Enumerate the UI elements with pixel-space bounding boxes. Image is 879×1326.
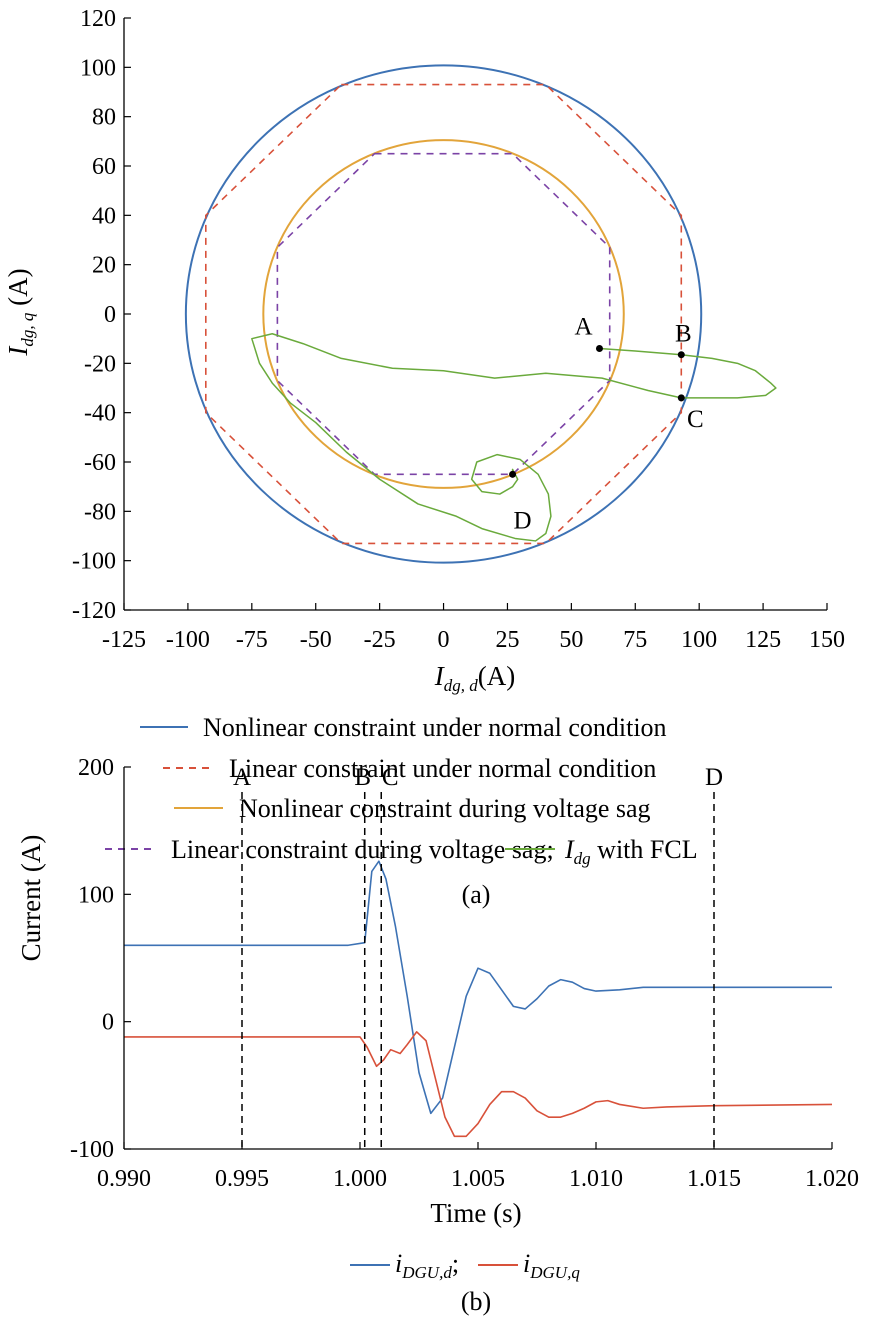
b-series-2 bbox=[124, 1031, 833, 1138]
b-xtick-label: 1.020 bbox=[805, 1166, 859, 1192]
a-ytick-label: 0 bbox=[104, 302, 116, 328]
a-xtick-label: -125 bbox=[102, 627, 146, 653]
a-xtick-label: -50 bbox=[300, 627, 332, 653]
legend-b-label-q: iDGU,q bbox=[523, 1249, 580, 1282]
a-point-markers: A B C D bbox=[509, 314, 704, 534]
b-marker-label-C: C bbox=[382, 764, 399, 791]
a-ytick-label: -100 bbox=[72, 549, 116, 575]
a-ytick-label: 20 bbox=[92, 253, 116, 279]
b-series-1 bbox=[124, 860, 832, 1115]
a-ytick-label: 80 bbox=[92, 105, 116, 131]
a-ytick-label: 100 bbox=[80, 55, 116, 81]
b-xtick-label: 1.015 bbox=[687, 1166, 741, 1192]
a-xtick-label: 75 bbox=[623, 627, 647, 653]
a-ytick-label: 60 bbox=[92, 154, 116, 180]
a-xtick-label: 0 bbox=[438, 627, 450, 653]
b-ytick-label: 0 bbox=[102, 1010, 114, 1036]
b-xtick-label: 1.010 bbox=[569, 1166, 623, 1192]
plot-a: 120100806040200-20-40-60-80-100-120-125-… bbox=[3, 6, 845, 695]
b-marker-label-A: A bbox=[233, 764, 251, 791]
a-point-dot-D bbox=[509, 470, 517, 478]
a-ytick-label: -20 bbox=[84, 351, 116, 377]
a-ytick-label: -80 bbox=[84, 499, 116, 525]
a-point-label-A: A bbox=[574, 314, 592, 341]
legend-label-3: Nonlinear constraint during voltage sag bbox=[239, 794, 651, 823]
a-point-dot-A bbox=[595, 345, 603, 353]
b-tick-labels: 200 100 0 -100 0.990 0.995 1.000 1.005 1.010 1.01… bbox=[70, 755, 859, 1192]
a-series-4-octagon bbox=[276, 152, 611, 476]
a-axes bbox=[123, 17, 828, 611]
b-xtick-label: 0.990 bbox=[97, 1166, 151, 1192]
legend-label-4: Linear constraint during voltage sag; bbox=[171, 835, 554, 864]
b-series-layer bbox=[124, 860, 833, 1138]
b-ytick-label: 200 bbox=[78, 755, 114, 781]
b-xtick-label: 0.995 bbox=[215, 1166, 269, 1192]
a-xtick-label: -25 bbox=[364, 627, 396, 653]
legend-label-2: Linear constraint under normal condition bbox=[229, 754, 656, 783]
a-xtick-label: -100 bbox=[166, 627, 210, 653]
a-xlabel: Idg, d(A) bbox=[434, 661, 515, 695]
a-ytick-label: 40 bbox=[92, 203, 116, 229]
a-ytick-label: 120 bbox=[80, 6, 116, 32]
legend-label-5: Idg with FCL bbox=[564, 835, 698, 868]
b-ytick-label: -100 bbox=[70, 1137, 114, 1163]
b-ytick-label: 100 bbox=[78, 882, 114, 908]
caption-b: (b) bbox=[461, 1287, 491, 1316]
b-ylabel: Current (A) bbox=[16, 835, 46, 962]
a-series-layer bbox=[184, 64, 777, 564]
a-point-dot-C bbox=[677, 394, 685, 402]
b-xtick-label: 1.000 bbox=[333, 1166, 387, 1192]
a-point-label-B: B bbox=[675, 321, 692, 348]
a-ytick-label: -120 bbox=[72, 598, 116, 624]
legend-b-label-d: iDGU,d; bbox=[395, 1249, 459, 1282]
caption-a: (a) bbox=[462, 880, 491, 909]
a-series-1-circle bbox=[184, 64, 703, 564]
b-xtick-label: 1.005 bbox=[451, 1166, 505, 1192]
a-series-2-octagon bbox=[205, 83, 683, 545]
a-xtick-label: -75 bbox=[236, 627, 268, 653]
a-point-label-D: D bbox=[514, 507, 532, 534]
a-xtick-label: 25 bbox=[495, 627, 519, 653]
a-series-5-trajectory bbox=[251, 332, 777, 542]
a-point-dot-B bbox=[677, 351, 685, 359]
b-xlabel: Time (s) bbox=[430, 1198, 521, 1228]
b-marker-label-D: D bbox=[705, 764, 723, 791]
a-xtick-label: 50 bbox=[559, 627, 583, 653]
a-xtick-label: 100 bbox=[681, 627, 717, 653]
a-series-3-circle bbox=[262, 139, 625, 489]
a-tick-labels: 120100806040200-20-40-60-80-100-120-125-… bbox=[72, 6, 845, 653]
a-ytick-label: -40 bbox=[84, 401, 116, 427]
a-point-label-C: C bbox=[687, 406, 704, 433]
b-marker-label-B: B bbox=[354, 764, 371, 791]
a-ylabel: Idg, q (A) bbox=[3, 268, 37, 356]
a-xtick-label: 150 bbox=[809, 627, 845, 653]
a-ytick-label: -60 bbox=[84, 450, 116, 476]
b-axes bbox=[123, 766, 833, 1150]
legend-b: iDGU,d; iDGU,q bbox=[350, 1249, 580, 1282]
a-xtick-label: 125 bbox=[745, 627, 781, 653]
legend-a: Nonlinear constraint under normal condit… bbox=[105, 713, 698, 868]
legend-label-1: Nonlinear constraint under normal condit… bbox=[203, 713, 667, 742]
